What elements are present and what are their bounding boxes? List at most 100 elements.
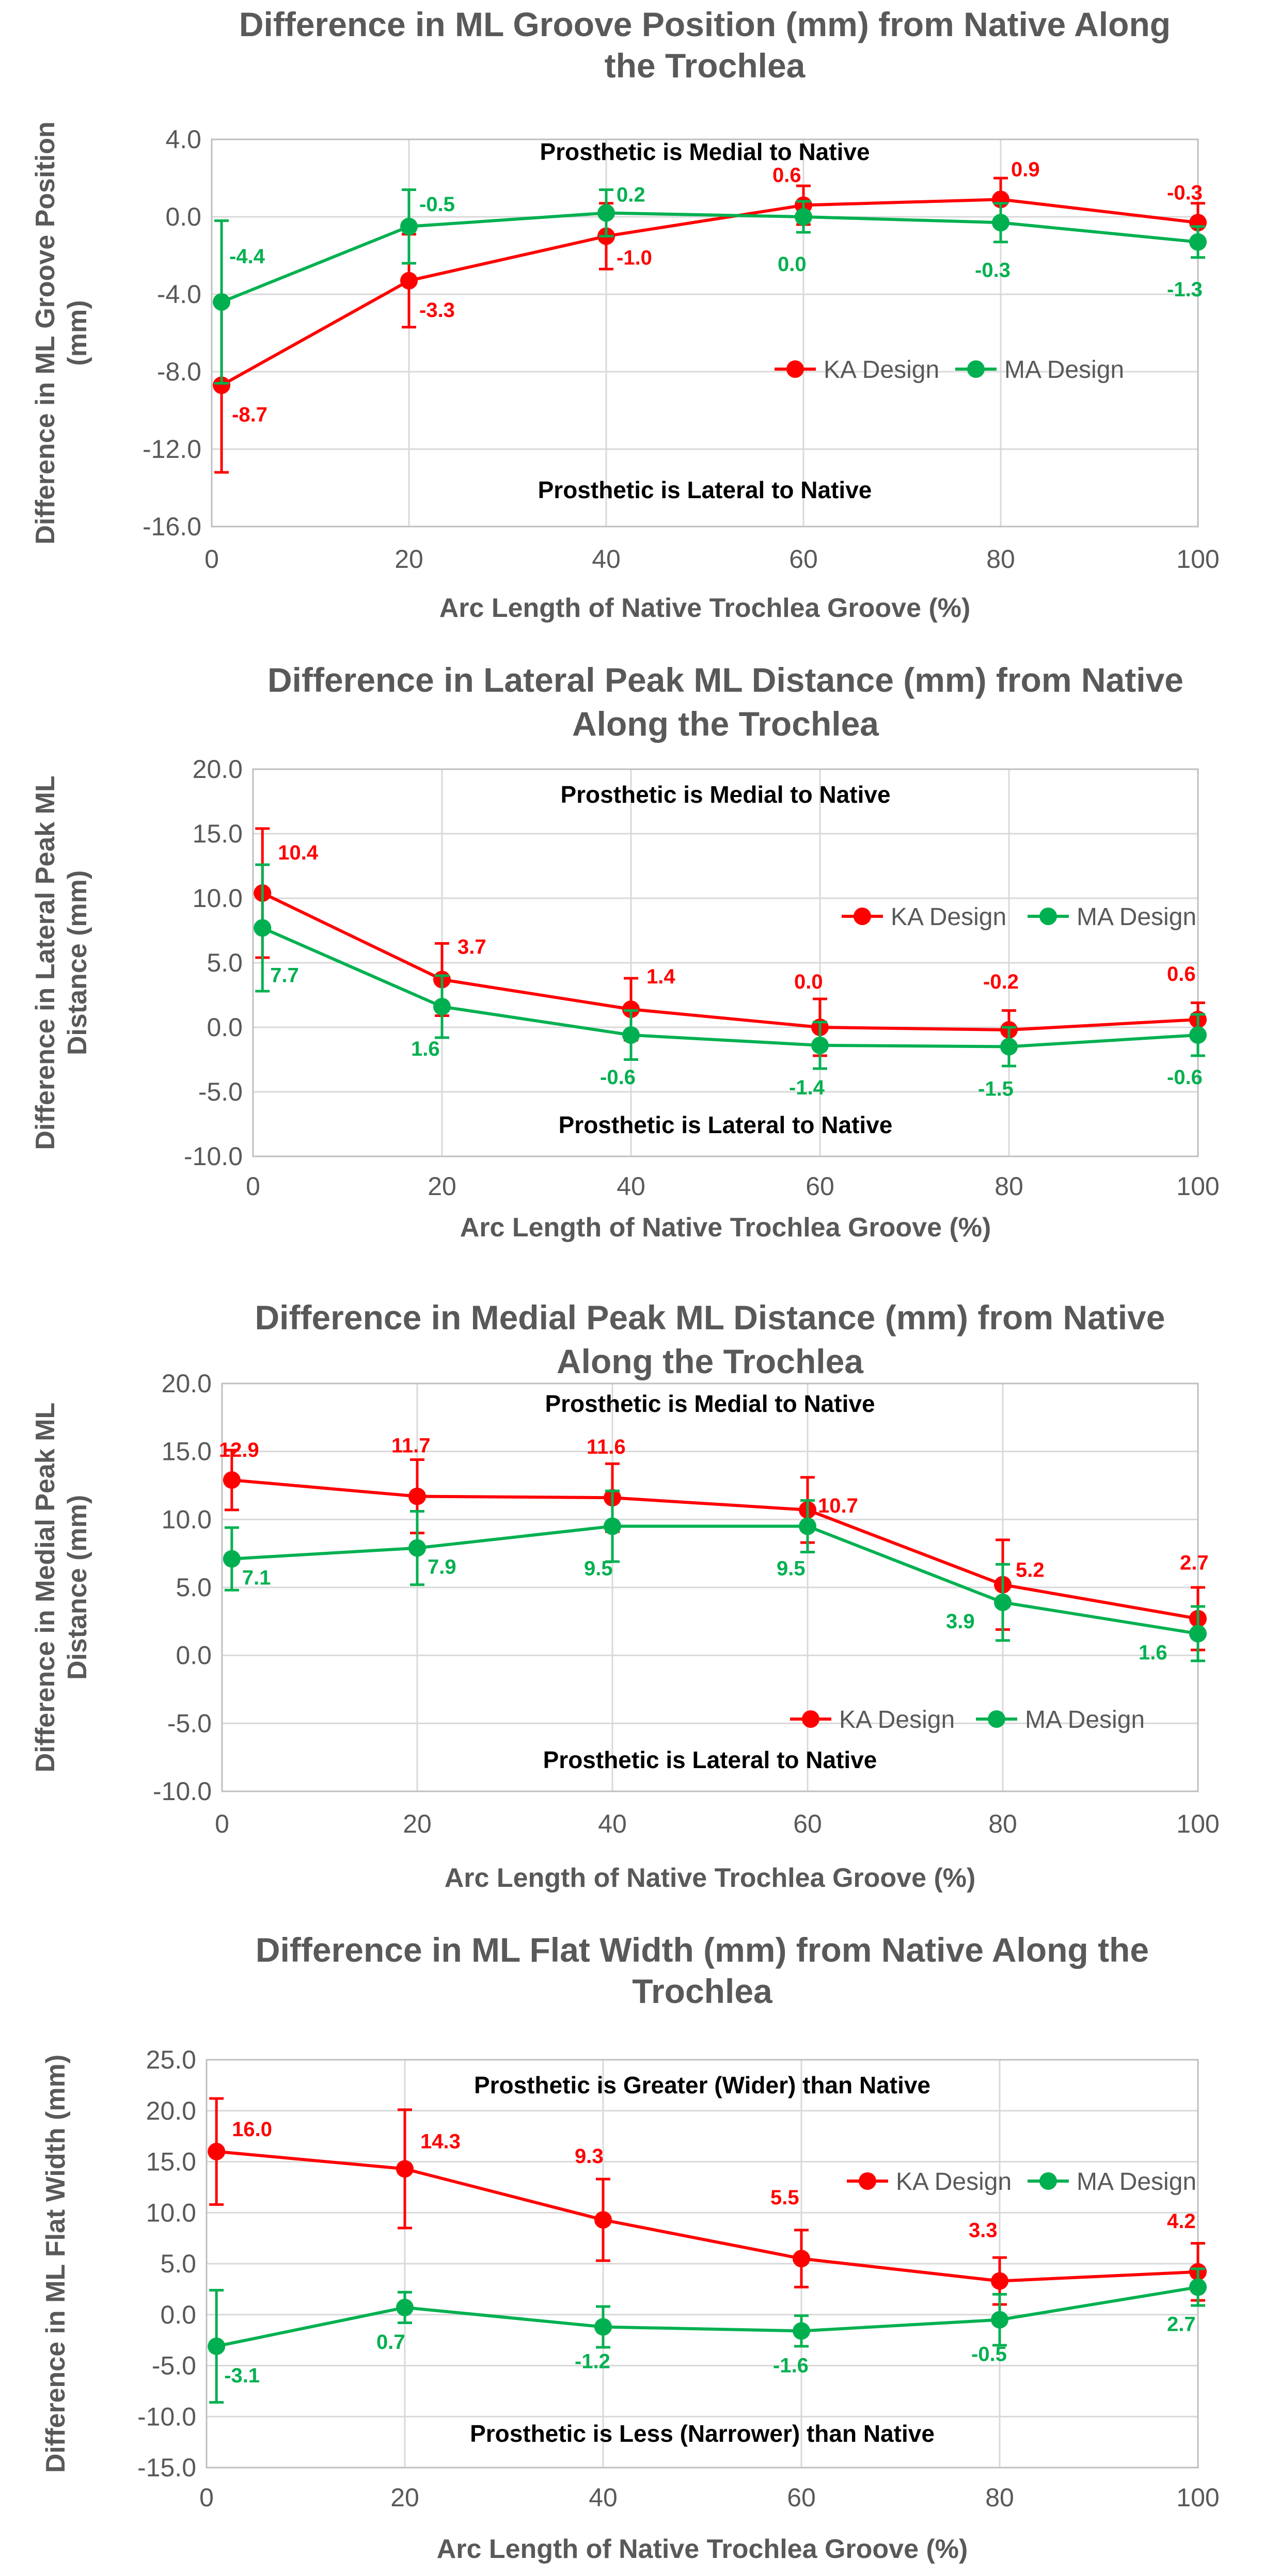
ma-data-point (1000, 1038, 1018, 1056)
chart-lateral-peak-svg: Difference in Lateral Peak ML Distance (… (30, 661, 1220, 1243)
ka-data-point (213, 376, 231, 394)
ma-data-label: 7.1 (242, 1567, 271, 1589)
ma-data-label: 9.5 (584, 1557, 613, 1580)
ka-data-point (594, 2211, 612, 2229)
ma-data-point (400, 217, 418, 235)
annotation-bottom: Prosthetic is Lateral to Native (559, 1111, 893, 1138)
ma-legend-label: MA Design (1025, 1706, 1145, 1734)
ma-series-line (220, 211, 1198, 304)
chart-title-line: Trochlea (632, 1972, 773, 2010)
ma-data-label: 3.9 (946, 1610, 975, 1633)
x-axis-label: Arc Length of Native Trochlea Groove (%) (445, 1863, 976, 1893)
y-tick-label: 0.0 (165, 202, 201, 231)
ka-legend-label: KA Design (891, 903, 1006, 931)
chart-flat-width-svg: Difference in ML Flat Width (mm) from Na… (41, 1931, 1220, 2564)
y-tick-label: -4.0 (157, 280, 201, 309)
ma-data-point (1189, 1625, 1207, 1643)
y-axis-label-line: Difference in Medial Peak ML (30, 1403, 60, 1773)
ka-data-label: 11.7 (391, 1435, 431, 1457)
annotation-top: Prosthetic is Medial to Native (540, 138, 870, 165)
x-tick-label: 0 (199, 2483, 214, 2512)
chart-title-line: Along the Trochlea (557, 1342, 864, 1380)
ka-data-label: 11.6 (587, 1436, 626, 1458)
chart-title-line: the Trochlea (605, 46, 806, 85)
ma-data-label: -0.5 (419, 193, 455, 216)
ma-data-point (793, 2322, 810, 2340)
y-tick-label: 15.0 (193, 819, 243, 848)
ka-data-point (208, 2142, 226, 2160)
plot-area-border (211, 138, 1199, 528)
ma-data-label: 9.5 (777, 1557, 806, 1580)
ma-legend-marker (967, 360, 985, 378)
ma-data-label: -0.3 (975, 259, 1011, 281)
y-tick-label: -5.0 (152, 2351, 196, 2380)
ka-series-line (231, 1478, 1198, 1620)
ka-data-label: 1.4 (646, 965, 675, 988)
x-tick-label: 40 (589, 2483, 618, 2512)
y-tick-label: 20.0 (162, 1369, 212, 1398)
ma-data-label: -0.6 (600, 1066, 636, 1089)
ka-legend-marker (854, 908, 871, 925)
chart-medial-peak: Difference in Medial Peak ML Distance (m… (0, 1280, 1263, 1926)
x-tick-label: 80 (994, 1172, 1023, 1201)
annotation-top: Prosthetic is Medial to Native (545, 1390, 875, 1417)
chart-flat-width: Difference in ML Flat Width (mm) from Na… (0, 1926, 1263, 2576)
ma-legend-label: MA Design (1077, 2168, 1196, 2196)
x-tick-label: 20 (428, 1172, 456, 1201)
y-axis-label-line: Distance (mm) (62, 1495, 92, 1680)
x-tick-label: 40 (598, 1809, 627, 1838)
y-tick-label: 4.0 (165, 125, 201, 154)
chart-title-line: Difference in ML Groove Position (mm) fr… (239, 5, 1171, 43)
ka-data-label: 3.3 (969, 2219, 998, 2242)
x-tick-label: 0 (204, 545, 219, 574)
y-tick-label: -5.0 (167, 1709, 212, 1738)
x-tick-label: 20 (390, 2483, 419, 2512)
ka-legend-marker (859, 2172, 876, 2190)
ka-data-label: -0.2 (983, 971, 1019, 993)
ka-data-label: 0.6 (772, 164, 801, 187)
ma-data-label: 7.7 (270, 964, 299, 987)
ma-data-point (622, 1026, 640, 1044)
y-tick-label: 10.0 (162, 1505, 212, 1534)
ma-data-label: -1.2 (575, 2350, 610, 2373)
ka-legend-label: KA Design (839, 1706, 955, 1734)
y-tick-label: 15.0 (162, 1437, 212, 1466)
y-axis-label-line: Difference in Lateral Peak ML (30, 775, 60, 1150)
ma-data-point (992, 214, 1009, 232)
annotation-top: Prosthetic is Greater (Wider) than Nativ… (474, 2072, 930, 2098)
ma-series-line (262, 926, 1198, 1048)
x-tick-label: 60 (789, 545, 818, 574)
x-tick-label: 0 (215, 1809, 229, 1838)
chart-title-line: Along the Trochlea (572, 705, 879, 743)
ma-data-label: -0.6 (1167, 1066, 1203, 1089)
y-axis-label-line: Difference in ML Groove Position (30, 121, 60, 545)
ka-data-label: 5.2 (1016, 1559, 1045, 1582)
chart-lateral-peak: Difference in Lateral Peak ML Distance (… (0, 640, 1263, 1280)
x-tick-label: 100 (1176, 2483, 1219, 2512)
ma-data-point (597, 204, 615, 222)
x-tick-label: 100 (1176, 1809, 1219, 1838)
ka-data-point (408, 1487, 426, 1505)
ka-series-line (220, 198, 1198, 387)
x-tick-label: 0 (246, 1172, 260, 1201)
x-tick-label: 100 (1176, 545, 1219, 574)
x-tick-label: 80 (988, 1809, 1017, 1838)
y-tick-label: 10.0 (193, 884, 243, 913)
ka-data-label: 2.7 (1180, 1552, 1209, 1575)
ma-data-label: -1.4 (789, 1076, 825, 1099)
x-tick-label: 20 (403, 1809, 432, 1838)
ma-data-label: -1.6 (773, 2354, 809, 2377)
y-axis-label-line: Difference in ML Flat Width (mm) (41, 2055, 71, 2473)
ka-data-point (223, 1471, 241, 1489)
plot-area-border (252, 768, 1199, 1157)
chart-title-line: Difference in ML Flat Width (mm) from Na… (256, 1931, 1149, 1969)
ka-data-point (793, 2250, 810, 2268)
ma-data-point (213, 293, 231, 311)
ma-legend-marker (1039, 2172, 1057, 2190)
x-tick-label: 60 (806, 1172, 834, 1201)
ka-data-point (396, 2160, 414, 2178)
ma-series-line (231, 1524, 1198, 1635)
ma-data-point (208, 2337, 226, 2355)
chart-title-line: Difference in Lateral Peak ML Distance (… (267, 661, 1183, 699)
